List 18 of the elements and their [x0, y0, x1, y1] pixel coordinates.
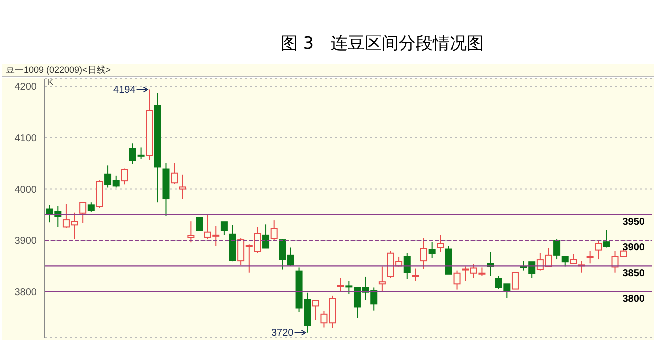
annotation: 3720 — [272, 328, 294, 339]
ref-line-label: 3800 — [622, 294, 646, 305]
ref-line-label: 3900 — [622, 242, 646, 254]
ref-line-label: 3950 — [622, 217, 646, 228]
annotation: 4194 — [114, 84, 136, 96]
y-tick-label: 4100 — [14, 134, 38, 145]
candlestick — [154, 92, 162, 204]
y-tick-label: 3800 — [14, 287, 38, 298]
y-tick-label: 4200 — [14, 82, 38, 94]
y-tick-label: 3900 — [14, 236, 38, 248]
chart-subtitle: 豆一1009 (022009)<日线> — [2, 64, 654, 77]
candlestick — [179, 174, 186, 200]
candlestick — [437, 234, 444, 253]
annotation: K — [48, 78, 54, 87]
y-tick-label: 4000 — [14, 184, 38, 196]
candlestick — [162, 162, 170, 217]
ref-line-label: 3850 — [622, 268, 646, 280]
chart-title: 图 3 连豆区间分段情况图 — [280, 33, 486, 55]
